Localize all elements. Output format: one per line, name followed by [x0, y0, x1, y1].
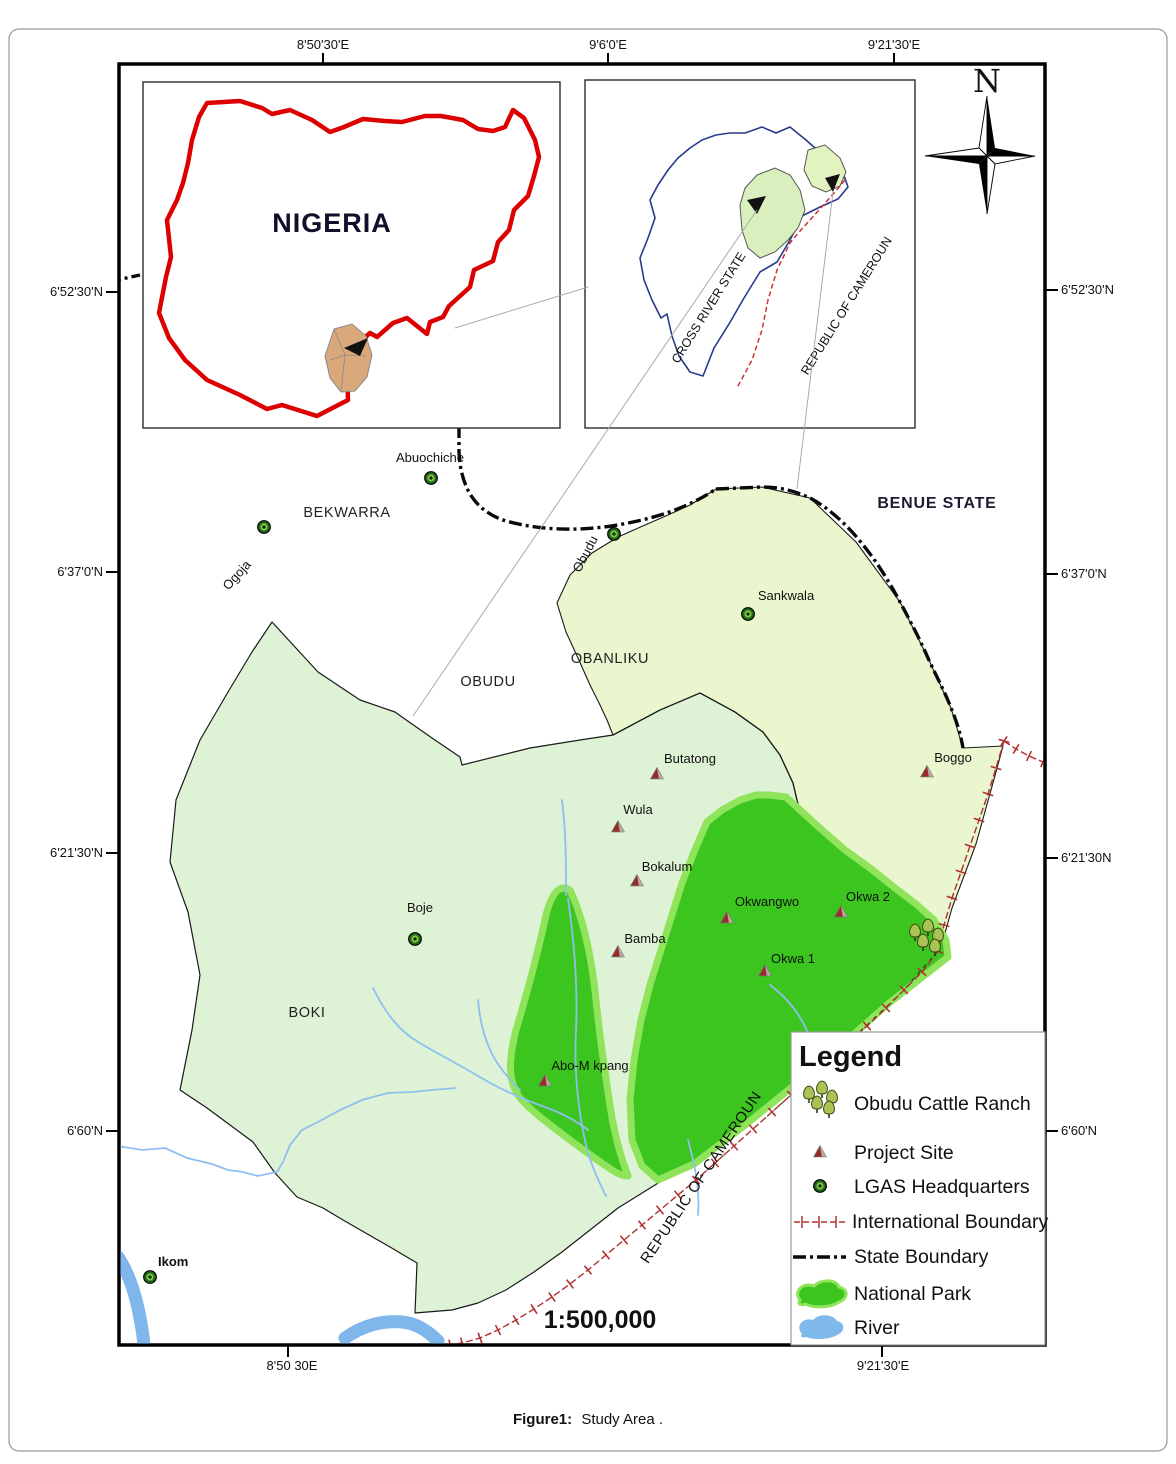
label-butatong: Butatong: [664, 751, 716, 766]
axis-right-1: 6'37'0'N: [1061, 566, 1107, 581]
label-bekwarra: BEKWARRA: [303, 505, 390, 521]
label-boki: BOKI: [288, 1005, 325, 1021]
map-content: Abuochiche Ogoja Obudu Sankwala Boje Iko…: [120, 273, 1044, 1344]
caption-bold: Figure1:: [513, 1411, 572, 1428]
north-compass: [924, 95, 1036, 215]
nigeria-inset-marker: [344, 338, 368, 356]
axis-bottom-1: 9'21'30'E: [857, 1358, 910, 1373]
label-boggo: Boggo: [934, 750, 972, 765]
legend-intl-icon: [794, 1216, 847, 1228]
axis-right-3: 6'60'N: [1061, 1123, 1097, 1138]
legend-item-ranch: Obudu Cattle Ranch: [854, 1093, 1031, 1115]
legend-title: Legend: [799, 1041, 902, 1073]
graticule-labels: [106, 53, 1058, 1357]
hq-obudu: [607, 527, 621, 541]
axis-top-2: 9'21'30'E: [868, 37, 921, 52]
inset-connector-lines: [412, 191, 834, 717]
cross-river-highlight: [324, 323, 373, 393]
axis-right-2: 6'21'30N: [1061, 850, 1112, 865]
hq-sankwala: [741, 607, 755, 621]
wide-rivers: [120, 1251, 445, 1344]
legend-river-icon: [799, 1315, 844, 1340]
axis-top-0: 8'50'30'E: [297, 37, 350, 52]
crs-marker-2: [825, 174, 840, 192]
hq-ikom: [143, 1270, 157, 1284]
crs-boki-highlight: [739, 167, 806, 259]
compass-n-letter: N: [973, 62, 1001, 100]
legend-item-park: National Park: [854, 1283, 971, 1305]
figure-caption: Figure1: Study Area .: [513, 1411, 663, 1428]
axis-right-0: 6'52'30'N: [1061, 282, 1114, 297]
legend-item-river: River: [854, 1317, 900, 1339]
legend-item-intl: International Boundary: [852, 1211, 1048, 1233]
label-abuochiche: Abuochiche: [396, 450, 464, 465]
legend-item-hq: LGAS Headquarters: [854, 1176, 1030, 1198]
nigeria-inset: NIGERIA: [142, 81, 561, 429]
legend-park-icon: [796, 1279, 848, 1309]
label-scale: 1:500,000: [544, 1306, 657, 1334]
international-boundary: [448, 735, 1044, 1344]
legend-item-site: Project Site: [854, 1142, 954, 1164]
label-bokalum: Bokalum: [642, 859, 693, 874]
label-benue-state: BENUE STATE: [877, 495, 996, 512]
label-obanliku: OBANLIKU: [571, 651, 649, 667]
label-bamba: Bamba: [624, 931, 666, 946]
nigeria-outline: [156, 98, 542, 419]
hq-ogoja: [257, 520, 271, 534]
label-sankwala: Sankwala: [758, 588, 815, 603]
cross-river-subdivisions: [329, 328, 367, 393]
label-okwa2: Okwa 2: [846, 889, 890, 904]
label-okwangwo: Okwangwo: [735, 894, 799, 909]
axis-bottom-0: 8'50 30E: [267, 1358, 318, 1373]
legend-item-state: State Boundary: [854, 1246, 989, 1268]
axis-top-1: 9'6'0'E: [589, 37, 627, 52]
hq-boje: [408, 932, 422, 946]
axis-left-1: 6'37'0'N: [57, 564, 103, 579]
legend: Legend Obudu Cattle Ranch Project Site L…: [790, 1031, 1048, 1346]
label-obudu-region: OBUDU: [460, 674, 515, 690]
label-okwa1: Okwa 1: [771, 951, 815, 966]
caption-rest: Study Area .: [581, 1411, 663, 1428]
axis-left-3: 6'60'N: [67, 1123, 103, 1138]
axis-left-0: 6'52'30'N: [50, 284, 103, 299]
label-abomkpang: Abo-M kpang: [551, 1058, 628, 1073]
cross-river-inset: CROSS RIVER STATE REPUBLIC OF CAMEROUN: [584, 79, 916, 429]
axis-left-2: 6'21'30'N: [50, 845, 103, 860]
label-ikom: Ikom: [158, 1254, 188, 1269]
hq-abuochiche: [424, 471, 438, 485]
label-boje: Boje: [407, 900, 433, 915]
crs-marker-1: [747, 196, 766, 214]
label-wula: Wula: [623, 802, 653, 817]
crs-intl-boundary: [736, 179, 846, 389]
legend-hq-icon: [813, 1179, 827, 1193]
state-boundary: [120, 273, 965, 749]
label-nigeria: NIGERIA: [272, 208, 392, 238]
